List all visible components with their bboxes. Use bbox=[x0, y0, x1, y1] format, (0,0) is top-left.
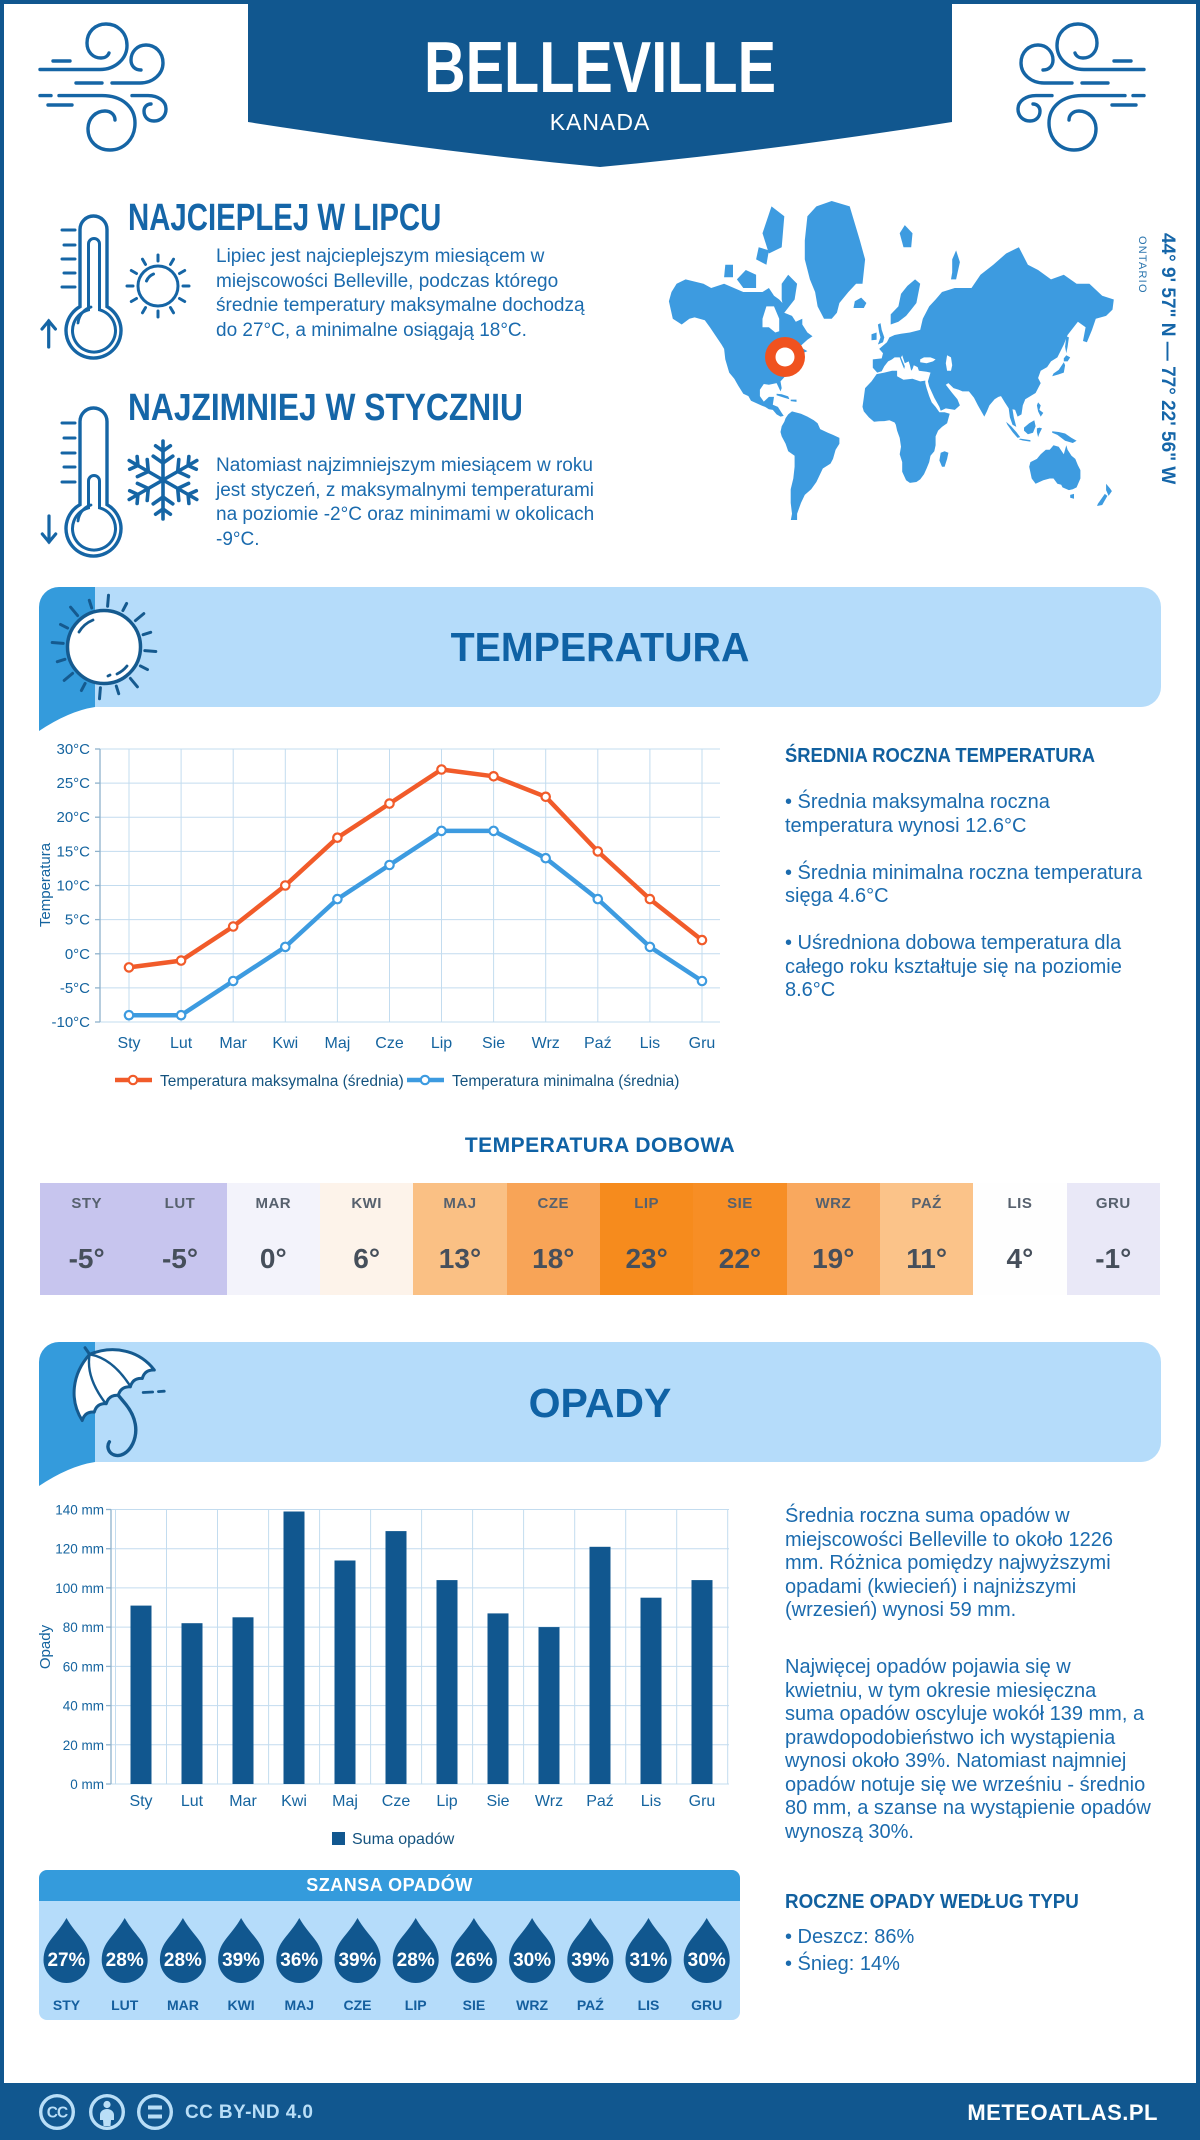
svg-text:31%: 31% bbox=[629, 1950, 667, 1971]
svg-text:Sie: Sie bbox=[482, 1035, 505, 1052]
svg-text:26%: 26% bbox=[455, 1950, 493, 1971]
svg-text:PAŹ: PAŹ bbox=[577, 1997, 604, 2013]
svg-text:Kwi: Kwi bbox=[272, 1035, 298, 1052]
svg-text:Lut: Lut bbox=[170, 1035, 193, 1052]
svg-text:STY: STY bbox=[53, 1997, 81, 2013]
svg-text:39%: 39% bbox=[222, 1950, 260, 1971]
svg-text:WRZ: WRZ bbox=[516, 1997, 548, 2013]
svg-text:28%: 28% bbox=[106, 1950, 144, 1971]
svg-text:30°C: 30°C bbox=[56, 741, 90, 758]
svg-text:Sty: Sty bbox=[129, 1793, 152, 1810]
svg-text:0°C: 0°C bbox=[65, 946, 90, 963]
svg-text:MAJ: MAJ bbox=[285, 1997, 315, 2013]
svg-text:Paź: Paź bbox=[584, 1035, 612, 1052]
svg-text:Mar: Mar bbox=[229, 1793, 257, 1810]
svg-text:SIE: SIE bbox=[463, 1997, 486, 2013]
svg-text:CZE: CZE bbox=[344, 1997, 372, 2013]
svg-text:39%: 39% bbox=[338, 1950, 376, 1971]
svg-text:140 mm: 140 mm bbox=[55, 1503, 104, 1518]
svg-text:27%: 27% bbox=[47, 1950, 85, 1971]
svg-text:-10°C: -10°C bbox=[51, 1014, 90, 1031]
svg-text:30%: 30% bbox=[513, 1950, 551, 1971]
svg-text:MAR: MAR bbox=[167, 1997, 199, 2013]
svg-text:0 mm: 0 mm bbox=[70, 1777, 104, 1792]
svg-text:Lip: Lip bbox=[431, 1035, 452, 1052]
svg-text:Temperatura minimalna (średnia: Temperatura minimalna (średnia) bbox=[452, 1073, 679, 1090]
svg-text:5°C: 5°C bbox=[65, 912, 90, 929]
svg-text:Temperatura maksymalna (średni: Temperatura maksymalna (średnia) bbox=[160, 1073, 404, 1090]
svg-text:Gru: Gru bbox=[689, 1793, 716, 1810]
svg-text:Sty: Sty bbox=[117, 1035, 140, 1052]
svg-text:Kwi: Kwi bbox=[281, 1793, 307, 1810]
svg-text:LIP: LIP bbox=[405, 1997, 427, 2013]
svg-text:40 mm: 40 mm bbox=[63, 1699, 104, 1714]
svg-text:Lut: Lut bbox=[181, 1793, 204, 1810]
svg-text:Temperatura: Temperatura bbox=[37, 842, 54, 927]
svg-text:Maj: Maj bbox=[325, 1035, 351, 1052]
svg-text:15°C: 15°C bbox=[56, 843, 90, 860]
svg-text:20 mm: 20 mm bbox=[63, 1738, 104, 1753]
svg-text:28%: 28% bbox=[397, 1950, 435, 1971]
svg-text:Lis: Lis bbox=[640, 1035, 660, 1052]
svg-text:Wrz: Wrz bbox=[535, 1793, 563, 1810]
svg-text:Mar: Mar bbox=[219, 1035, 247, 1052]
svg-text:KWI: KWI bbox=[227, 1997, 254, 2013]
svg-text:20°C: 20°C bbox=[56, 809, 90, 826]
svg-text:10°C: 10°C bbox=[56, 878, 90, 895]
svg-text:GRU: GRU bbox=[691, 1997, 722, 2013]
svg-text:30%: 30% bbox=[688, 1950, 726, 1971]
svg-text:Lis: Lis bbox=[641, 1793, 661, 1810]
svg-text:25°C: 25°C bbox=[56, 775, 90, 792]
svg-text:Maj: Maj bbox=[332, 1793, 358, 1810]
svg-text:Lip: Lip bbox=[436, 1793, 457, 1810]
svg-text:Sie: Sie bbox=[486, 1793, 509, 1810]
svg-text:39%: 39% bbox=[571, 1950, 609, 1971]
svg-text:Wrz: Wrz bbox=[532, 1035, 560, 1052]
svg-text:Cze: Cze bbox=[382, 1793, 411, 1810]
svg-text:28%: 28% bbox=[164, 1950, 202, 1971]
svg-text:80 mm: 80 mm bbox=[63, 1620, 104, 1635]
svg-text:Opady: Opady bbox=[37, 1624, 54, 1669]
svg-text:LUT: LUT bbox=[111, 1997, 139, 2013]
svg-text:100 mm: 100 mm bbox=[55, 1581, 104, 1596]
svg-text:LIS: LIS bbox=[638, 1997, 660, 2013]
svg-text:36%: 36% bbox=[280, 1950, 318, 1971]
svg-text:CC: CC bbox=[47, 2105, 68, 2122]
svg-text:120 mm: 120 mm bbox=[55, 1542, 104, 1557]
svg-text:Paź: Paź bbox=[586, 1793, 614, 1810]
svg-text:60 mm: 60 mm bbox=[63, 1659, 104, 1674]
svg-text:Gru: Gru bbox=[689, 1035, 716, 1052]
svg-text:Suma opadów: Suma opadów bbox=[352, 1831, 455, 1848]
svg-text:-5°C: -5°C bbox=[60, 980, 90, 997]
svg-text:Cze: Cze bbox=[375, 1035, 404, 1052]
